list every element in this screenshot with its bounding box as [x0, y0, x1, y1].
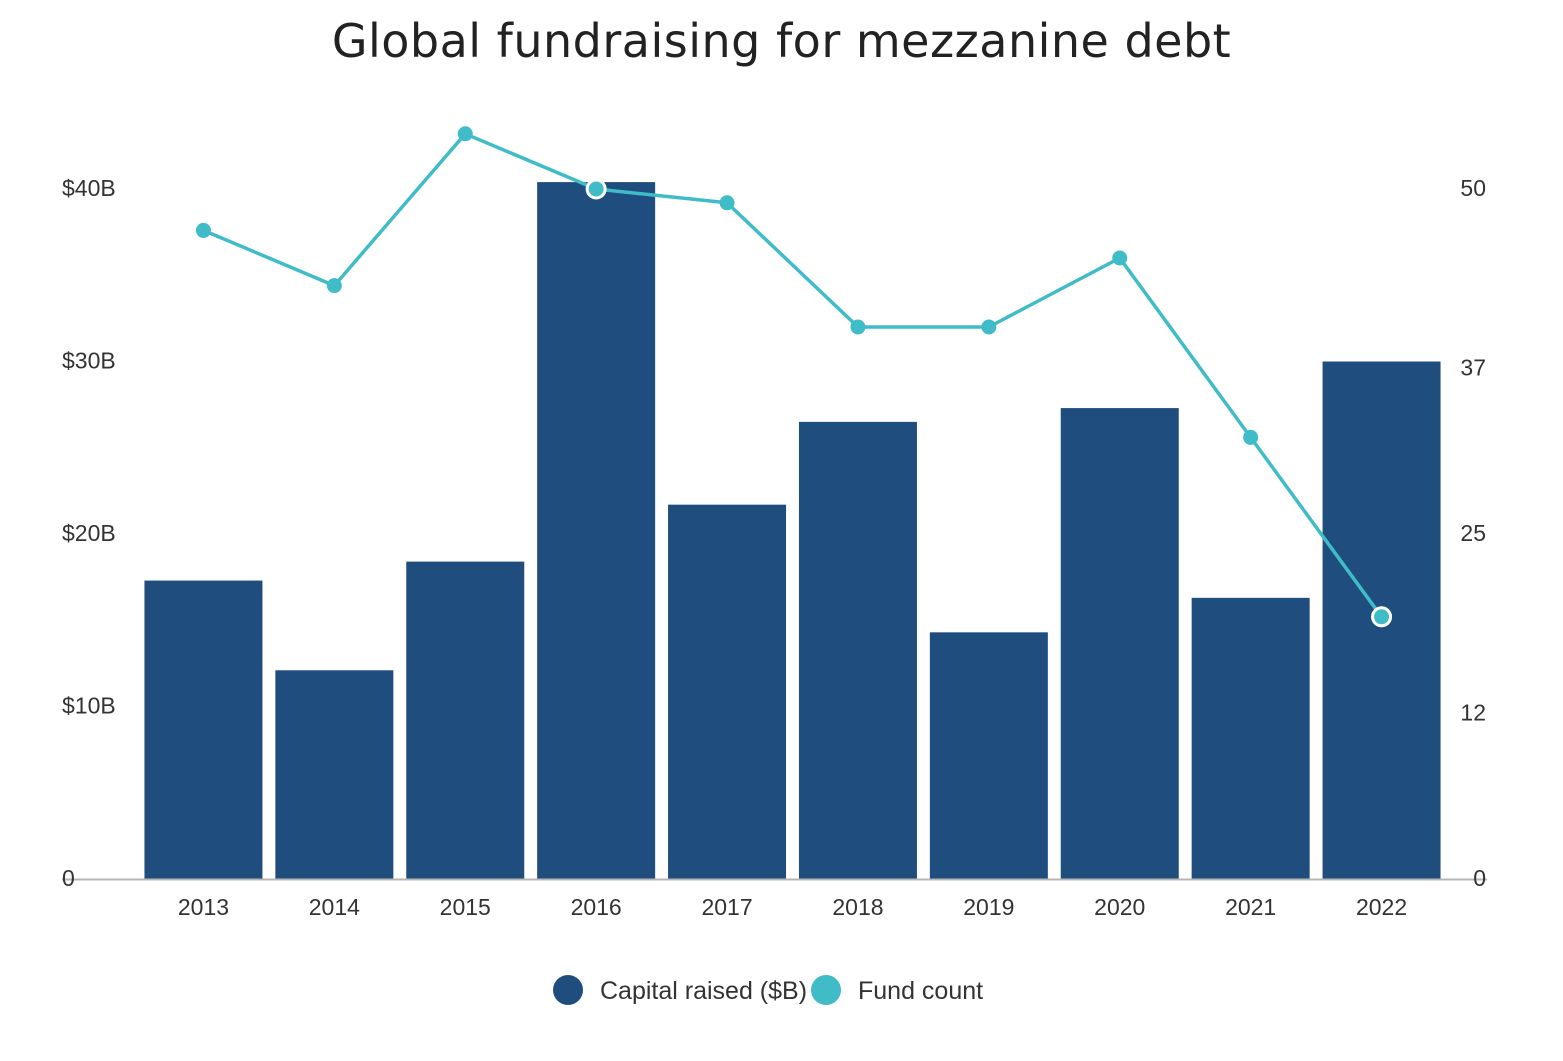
x-tick-label: 2020: [1094, 894, 1145, 920]
right-tick-label: 50: [1460, 175, 1486, 201]
x-tick-label: 2017: [701, 894, 752, 920]
fund-count-point-2013: [195, 222, 211, 238]
legend-capital-raised-marker: [553, 975, 583, 1005]
x-axis: 2013 2014 2015 2016 2017 2018 2019 2020 2021 2022: [178, 894, 1407, 920]
left-axis: 0 $10B $20B $30B $40B: [62, 175, 116, 891]
right-tick-label: 37: [1460, 354, 1486, 380]
bar-2017: [668, 504, 787, 879]
x-tick-label: 2014: [309, 894, 360, 920]
x-tick-label: 2015: [440, 894, 491, 920]
left-tick-label: 0: [62, 865, 75, 891]
fund-count-point-2017: [719, 195, 735, 211]
fund-count-point-2015: [457, 126, 473, 142]
bar-2021: [1191, 597, 1310, 879]
left-tick-label: $10B: [62, 693, 116, 719]
chart-title: Global fundraising for mezzanine debt: [331, 14, 1232, 68]
x-tick-label: 2021: [1225, 894, 1276, 920]
bars-layer: [144, 182, 1441, 880]
fund-count-point-2016: [585, 178, 607, 200]
left-tick-label: $40B: [62, 175, 116, 201]
bar-2019: [929, 632, 1048, 879]
x-tick-label: 2016: [571, 894, 622, 920]
bar-2020: [1060, 408, 1179, 879]
left-tick-label: $30B: [62, 348, 116, 374]
legend-fund-count-marker: [811, 975, 841, 1005]
fund-count-polyline: [202, 132, 1383, 618]
left-tick-label: $20B: [62, 520, 116, 546]
fund-count-point-2021: [1243, 429, 1259, 445]
fund-count-point-2019: [981, 319, 997, 335]
bar-2016: [537, 182, 656, 880]
fund-count-point-2014: [326, 278, 342, 294]
fund-count-point-2020: [1112, 250, 1128, 266]
right-tick-label: 12: [1460, 699, 1486, 725]
fund-count-point-2022: [1371, 606, 1393, 628]
right-axis: 0 12 25 37 50: [1460, 175, 1486, 891]
legend: Capital raised ($B) Fund count: [553, 975, 983, 1005]
bar-2018: [798, 421, 917, 879]
legend-fund-count-label: Fund count: [858, 977, 983, 1005]
fund-count-line: [195, 126, 1393, 628]
x-tick-label: 2019: [963, 894, 1014, 920]
legend-capital-raised-label: Capital raised ($B): [600, 977, 807, 1005]
x-tick-label: 2022: [1356, 894, 1407, 920]
bar-2014: [275, 670, 394, 879]
x-tick-label: 2013: [178, 894, 229, 920]
bar-2015: [406, 561, 525, 879]
right-tick-label: 0: [1473, 865, 1486, 891]
bar-2013: [144, 580, 263, 879]
right-tick-label: 25: [1460, 520, 1486, 546]
x-tick-label: 2018: [832, 894, 883, 920]
fund-count-point-2018: [850, 319, 866, 335]
